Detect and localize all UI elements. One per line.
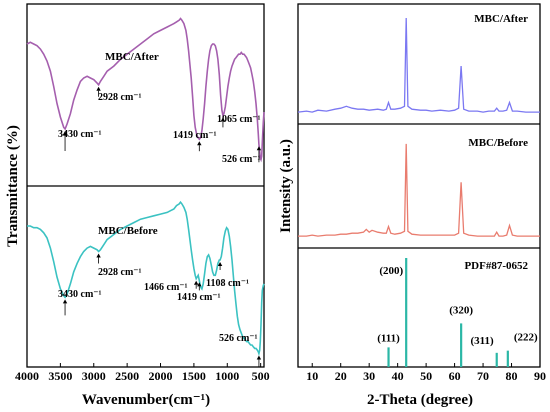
xrd-series-label-pdf: PDF#87-0652 (464, 260, 528, 272)
ftir-annotation-arrowhead (193, 280, 199, 285)
ftir-annotation-arrowhead (96, 253, 101, 258)
xrd-x-tick-label: 10 (306, 369, 318, 383)
ftir-annotation-label: 1065 cm⁻¹ (217, 114, 261, 125)
xrd-reference-plane-label: (200) (379, 265, 403, 277)
xrd-reference-plane-label: (311) (470, 335, 494, 347)
ftir-x-tick-label: 1500 (182, 369, 206, 383)
ftir-series-label-before: MBC/Before (98, 225, 158, 237)
ftir-x-axis-label: Wavenumber(cm⁻¹) (82, 392, 210, 408)
ftir-annotation-label: 1419 cm⁻¹ (173, 130, 217, 141)
xrd-reference-plane-label: (320) (449, 304, 473, 316)
ftir-x-tick-label: 2500 (115, 369, 139, 383)
xrd-x-axis-label: 2-Theta (degree) (367, 392, 473, 408)
ftir-annotation-label: 2928 cm⁻¹ (98, 92, 142, 103)
ftir-annotation-label: 1466 cm⁻¹ (144, 282, 188, 293)
ftir-annotation-arrowhead (96, 86, 101, 91)
ftir-line-mbc-after (26, 17, 265, 163)
ftir-annotation-arrowhead (197, 282, 202, 287)
xrd-x-tick-label: 50 (420, 369, 432, 383)
ftir-series-label-after: MBC/After (105, 51, 159, 63)
xrd-x-tick-label: 70 (477, 369, 489, 383)
ftir-annotation-label: 526 cm⁻¹ (219, 333, 258, 344)
ftir-annotation-label: 1419 cm⁻¹ (177, 292, 221, 303)
xrd-x-tick-label: 60 (449, 369, 461, 383)
xrd-x-tick-label: 80 (506, 369, 518, 383)
ftir-line-mbc-before (27, 200, 265, 357)
ftir-y-axis-label: Transmittance (%) (5, 125, 21, 247)
xrd-line-mbc-after (297, 17, 540, 113)
ftir-x-tick-label: 2000 (149, 369, 173, 383)
xrd-x-tick-label: 90 (534, 369, 546, 383)
xrd-x-tick-label: 30 (363, 369, 375, 383)
ftir-annotation-arrowhead (256, 355, 262, 360)
ftir-annotation-label: 3430 cm⁻¹ (58, 129, 102, 140)
ftir-annotation-label: 3430 cm⁻¹ (58, 289, 102, 300)
xrd-panel: (111) (200) (320) (311) (222) MBC/After MBC/… (278, 3, 546, 408)
ftir-annotation-label: 2928 cm⁻¹ (98, 267, 142, 278)
xrd-line-mbc-before (298, 143, 540, 237)
xrd-x-tick-label: 40 (392, 369, 404, 383)
ftir-annotation-label: 526 cm⁻¹ (222, 154, 261, 165)
ftir-annotation-label: 1108 cm⁻¹ (206, 278, 249, 289)
ftir-x-tick-label: 4000 (15, 369, 39, 383)
ftir-annotation-arrowhead (256, 146, 262, 151)
ftir-annotation-arrowhead (217, 262, 223, 266)
ftir-annotation-arrowhead (62, 299, 68, 304)
ftir-annotation-arrowhead (197, 141, 202, 146)
xrd-y-axis-label: Intensity (a.u.) (278, 139, 294, 233)
ftir-annotation-arrowhead (62, 131, 68, 135)
ftir-x-tick-label: 3000 (82, 369, 106, 383)
xrd-reference-plane-label: (111) (377, 332, 400, 344)
xrd-plot-frame (297, 3, 541, 368)
xrd-x-tick-label: 20 (335, 369, 347, 383)
ftir-annotation-arrowhead (220, 117, 226, 122)
ftir-x-tick-label: 500 (252, 369, 270, 383)
xrd-series-label-after: MBC/After (474, 13, 528, 25)
ftir-x-tick-label: 3500 (48, 369, 72, 383)
xrd-series-label-before: MBC/Before (468, 137, 528, 149)
ftir-x-tick-label: 1000 (215, 369, 239, 383)
xrd-reference-plane-label: (222) (514, 332, 538, 344)
